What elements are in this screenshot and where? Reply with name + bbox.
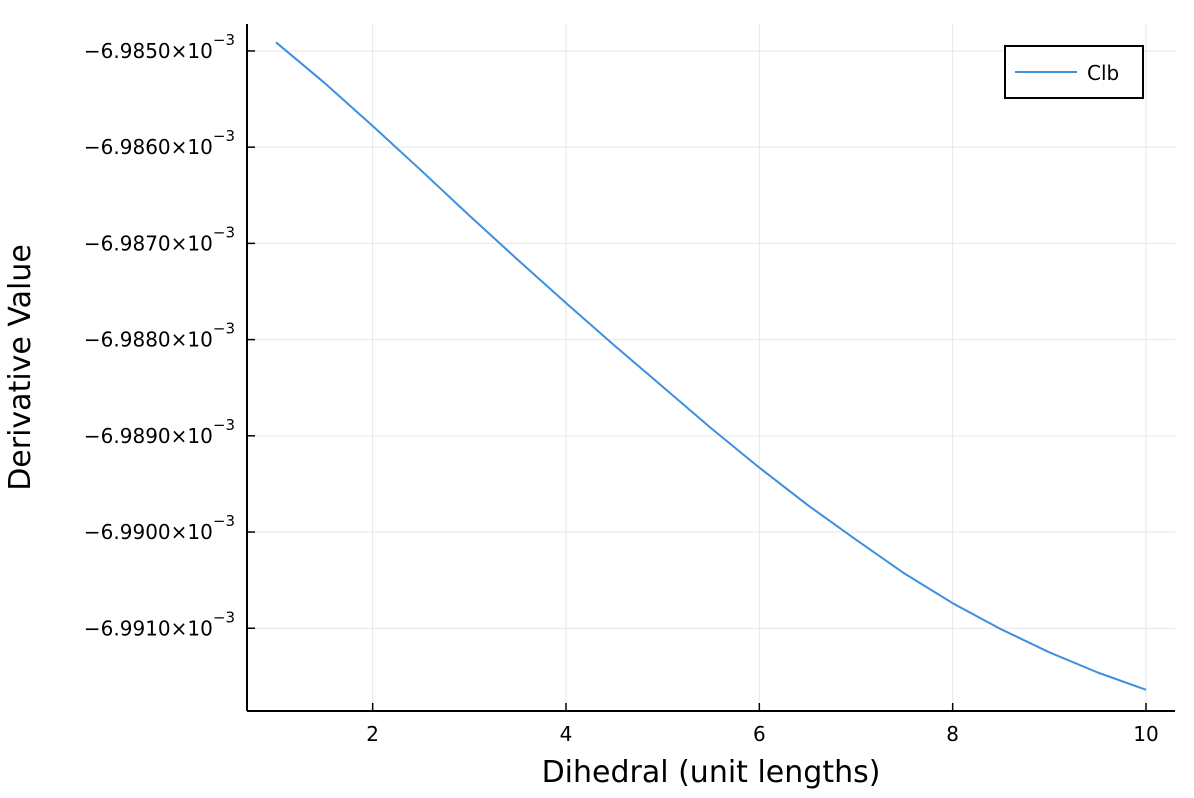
series-line-clb	[275, 41, 1147, 691]
x-axis-title: Dihedral (unit lengths)	[542, 755, 881, 790]
y-tick-mantissa: −6.9870×10	[84, 231, 213, 255]
y-tick-exponent: −3	[213, 608, 235, 626]
x-tick-label: 2	[366, 722, 379, 746]
y-tick-exponent: −3	[213, 320, 235, 338]
y-tick-label: −6.9880×10−3	[84, 320, 235, 352]
y-tick-exponent: −3	[213, 31, 235, 49]
series-layer	[275, 41, 1147, 691]
y-tick-label: −6.9850×10−3	[84, 31, 235, 63]
y-tick-mantissa: −6.9890×10	[84, 424, 213, 448]
x-tick-label: 10	[1133, 722, 1158, 746]
x-tick-label: 4	[560, 722, 573, 746]
y-tick-label: −6.9860×10−3	[84, 127, 235, 159]
x-tick-label: 6	[753, 722, 766, 746]
y-tick-label: −6.9900×10−3	[84, 512, 235, 544]
y-tick-mantissa: −6.9910×10	[84, 616, 213, 640]
x-tick-label: 8	[946, 722, 959, 746]
y-tick-labels: −6.9850×10−3−6.9860×10−3−6.9870×10−3−6.9…	[84, 31, 255, 640]
grid-layer	[247, 24, 1175, 711]
y-tick-label: −6.9870×10−3	[84, 223, 235, 255]
y-tick-exponent: −3	[213, 127, 235, 145]
y-tick-exponent: −3	[213, 223, 235, 241]
y-tick-label: −6.9910×10−3	[84, 608, 235, 640]
y-tick-mantissa: −6.9880×10	[84, 328, 213, 352]
legend: Clb	[1004, 45, 1144, 99]
legend-label-clb: Clb	[1087, 61, 1119, 85]
axes-layer	[246, 24, 1175, 712]
y-tick-exponent: −3	[213, 416, 235, 434]
x-tick-labels: 2 4 6 8 10	[366, 703, 1159, 746]
y-tick-mantissa: −6.9860×10	[84, 135, 213, 159]
y-tick-exponent: −3	[213, 512, 235, 530]
y-tick-label: −6.9890×10−3	[84, 416, 235, 448]
y-tick-mantissa: −6.9900×10	[84, 520, 213, 544]
y-tick-mantissa: −6.9850×10	[84, 39, 213, 63]
y-axis-title: Derivative Value	[3, 244, 38, 491]
